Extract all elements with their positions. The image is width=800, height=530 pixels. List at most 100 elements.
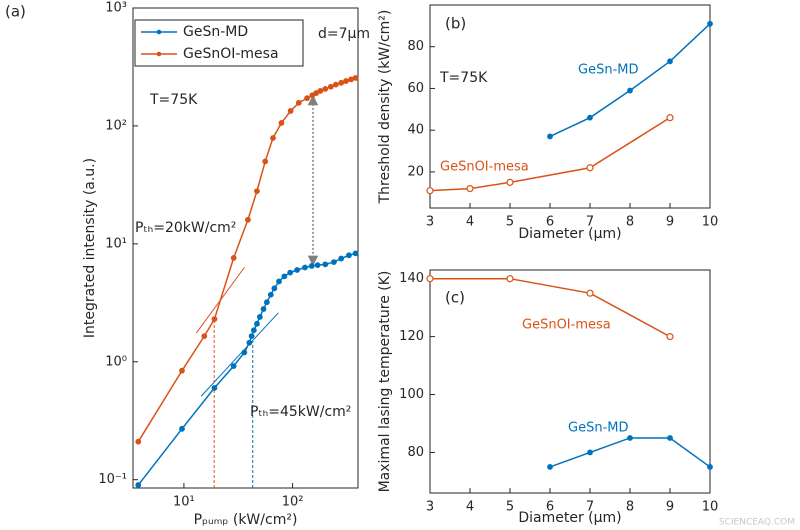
data-point <box>308 262 315 269</box>
data-point <box>322 261 329 268</box>
y-tick-label: 20 <box>407 164 424 179</box>
series-line <box>430 277 671 338</box>
y-tick-label: 140 <box>399 271 424 286</box>
data-point <box>270 135 276 141</box>
data-point <box>230 363 237 369</box>
series-line <box>137 252 356 486</box>
data-point <box>506 178 514 186</box>
annotation: Pₜₕ=45kW/cm² <box>250 404 351 420</box>
data-point <box>278 120 285 126</box>
data-point <box>241 349 248 356</box>
data-point <box>330 259 337 266</box>
data-point <box>230 254 237 261</box>
data-point <box>314 262 321 269</box>
data-point <box>302 264 308 271</box>
legend-label: GeSnOI-mesa <box>183 46 279 62</box>
data-point <box>667 58 673 65</box>
y-axis-label: Threshold density (kW/cm²) <box>377 10 393 205</box>
data-point <box>343 78 349 84</box>
data-point <box>666 333 674 341</box>
x-axis-label: Diameter (μm) <box>518 510 621 526</box>
x-tick-label: 10² <box>282 495 304 510</box>
y-axis-label: Integrated intensity (a.u.) <box>82 158 98 338</box>
x-tick-label: 3 <box>426 500 434 515</box>
data-point <box>322 86 329 92</box>
y-tick-label: 10⁰ <box>105 354 127 369</box>
series-label: GeSnOI-mesa <box>440 160 529 175</box>
data-point <box>466 184 474 193</box>
data-point <box>352 75 359 81</box>
data-point <box>506 275 514 283</box>
y-tick-label: 10³ <box>105 1 127 16</box>
data-point <box>294 267 300 273</box>
data-point <box>304 95 310 102</box>
data-point <box>586 289 594 297</box>
x-tick-label: 7 <box>586 215 594 230</box>
data-point <box>426 275 434 283</box>
y-tick-label: 120 <box>399 329 424 344</box>
series-label: GeSn-MD <box>568 421 628 436</box>
axes-frame <box>132 7 359 489</box>
x-tick-label: 3 <box>426 215 434 230</box>
data-point <box>211 316 218 323</box>
data-point <box>287 108 294 114</box>
x-tick-label: 9 <box>666 215 674 230</box>
data-point <box>627 435 633 441</box>
x-tick-label: 4 <box>466 215 474 230</box>
data-point <box>135 482 142 488</box>
x-tick-label: 5 <box>506 215 514 230</box>
data-point <box>179 425 185 432</box>
x-tick-label: 9 <box>666 500 674 515</box>
data-point <box>201 333 208 340</box>
watermark: SCIENCEAQ.COM <box>719 518 795 528</box>
data-point <box>246 339 253 346</box>
series-label: GeSn-MD <box>578 63 638 78</box>
x-tick-label: 6 <box>546 215 554 230</box>
y-tick-label: 10¹ <box>105 236 127 251</box>
data-point <box>707 20 713 27</box>
x-tick-label: 8 <box>626 215 634 230</box>
legend-marker <box>156 29 162 35</box>
y-tick-label: 40 <box>407 123 424 138</box>
panel-label: (b) <box>445 15 466 33</box>
data-point <box>248 333 255 340</box>
data-point <box>262 158 269 165</box>
guide-fit <box>200 312 279 397</box>
data-point <box>707 464 713 470</box>
x-tick-label: 4 <box>466 500 474 515</box>
data-point <box>346 252 352 259</box>
y-tick-label: 80 <box>407 39 424 54</box>
data-point <box>348 76 354 83</box>
annotation: T=75K <box>149 92 198 108</box>
data-point <box>352 250 359 257</box>
data-point <box>587 114 593 121</box>
data-point <box>586 164 594 172</box>
x-tick-label: 10 <box>702 215 719 230</box>
legend-box <box>134 19 304 67</box>
data-point <box>281 273 288 280</box>
data-point <box>256 314 263 320</box>
data-point <box>135 438 142 445</box>
data-point <box>211 385 218 391</box>
series-line <box>137 77 356 443</box>
data-point <box>547 133 553 140</box>
y-tick-label: 80 <box>407 445 424 460</box>
data-point <box>244 216 251 223</box>
annotation: Pₜₕ=20kW/cm² <box>135 220 236 236</box>
annotation: T=75K <box>439 70 488 86</box>
x-tick-label: 8 <box>626 500 634 515</box>
x-tick-label: 10 <box>702 500 719 515</box>
data-point <box>263 299 270 306</box>
data-point <box>547 464 553 470</box>
data-point <box>287 269 294 276</box>
y-tick-label: 60 <box>407 81 424 96</box>
x-tick-label: 7 <box>586 500 594 515</box>
y-axis-label: Maximal lasing temperature (K) <box>377 271 393 493</box>
legend-label: GeSn-MD <box>183 24 248 40</box>
series-line <box>429 117 671 192</box>
data-point <box>338 79 345 86</box>
data-point <box>267 291 274 298</box>
data-point <box>327 83 334 90</box>
annotation: d=7μm <box>318 26 370 42</box>
